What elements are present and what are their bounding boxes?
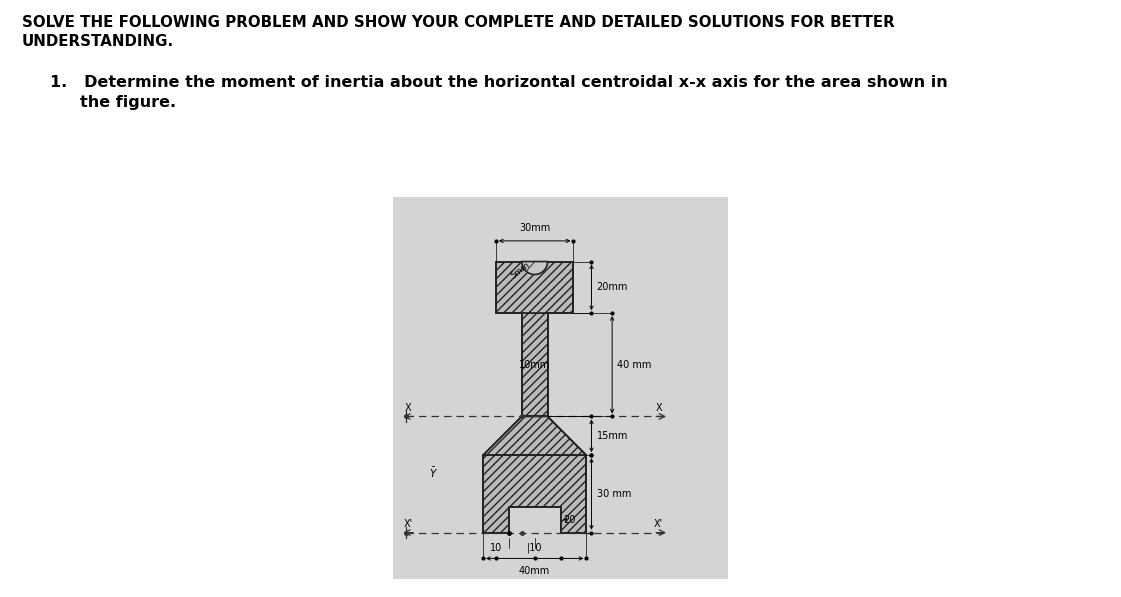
Text: 20: 20 xyxy=(563,515,575,525)
Text: 40mm: 40mm xyxy=(519,566,550,576)
Text: X': X' xyxy=(654,519,664,529)
Text: 30mm: 30mm xyxy=(519,223,550,233)
Text: X: X xyxy=(405,402,411,413)
Polygon shape xyxy=(483,417,586,455)
Text: 1.   Determine the moment of inertia about the horizontal centroidal x-x axis fo: 1. Determine the moment of inertia about… xyxy=(50,75,947,90)
FancyBboxPatch shape xyxy=(392,197,729,579)
Text: the figure.: the figure. xyxy=(80,95,176,110)
Text: 30 mm: 30 mm xyxy=(596,489,631,499)
Text: $\bar{Y}$: $\bar{Y}$ xyxy=(429,466,438,481)
Polygon shape xyxy=(495,261,574,313)
Text: 5mm: 5mm xyxy=(509,260,531,281)
Text: 10mm: 10mm xyxy=(519,360,550,370)
Text: 10: 10 xyxy=(490,543,502,553)
Text: 40 mm: 40 mm xyxy=(618,360,651,370)
Polygon shape xyxy=(521,261,547,275)
Polygon shape xyxy=(483,455,586,533)
Text: 15mm: 15mm xyxy=(596,431,628,441)
Text: SOLVE THE FOLLOWING PROBLEM AND SHOW YOUR COMPLETE AND DETAILED SOLUTIONS FOR BE: SOLVE THE FOLLOWING PROBLEM AND SHOW YOU… xyxy=(22,15,895,30)
Text: |10: |10 xyxy=(527,543,543,553)
Text: 20mm: 20mm xyxy=(596,282,628,293)
Text: X: X xyxy=(656,402,661,413)
Text: UNDERSTANDING.: UNDERSTANDING. xyxy=(22,34,174,49)
Text: X': X' xyxy=(404,519,413,529)
Polygon shape xyxy=(521,313,547,417)
